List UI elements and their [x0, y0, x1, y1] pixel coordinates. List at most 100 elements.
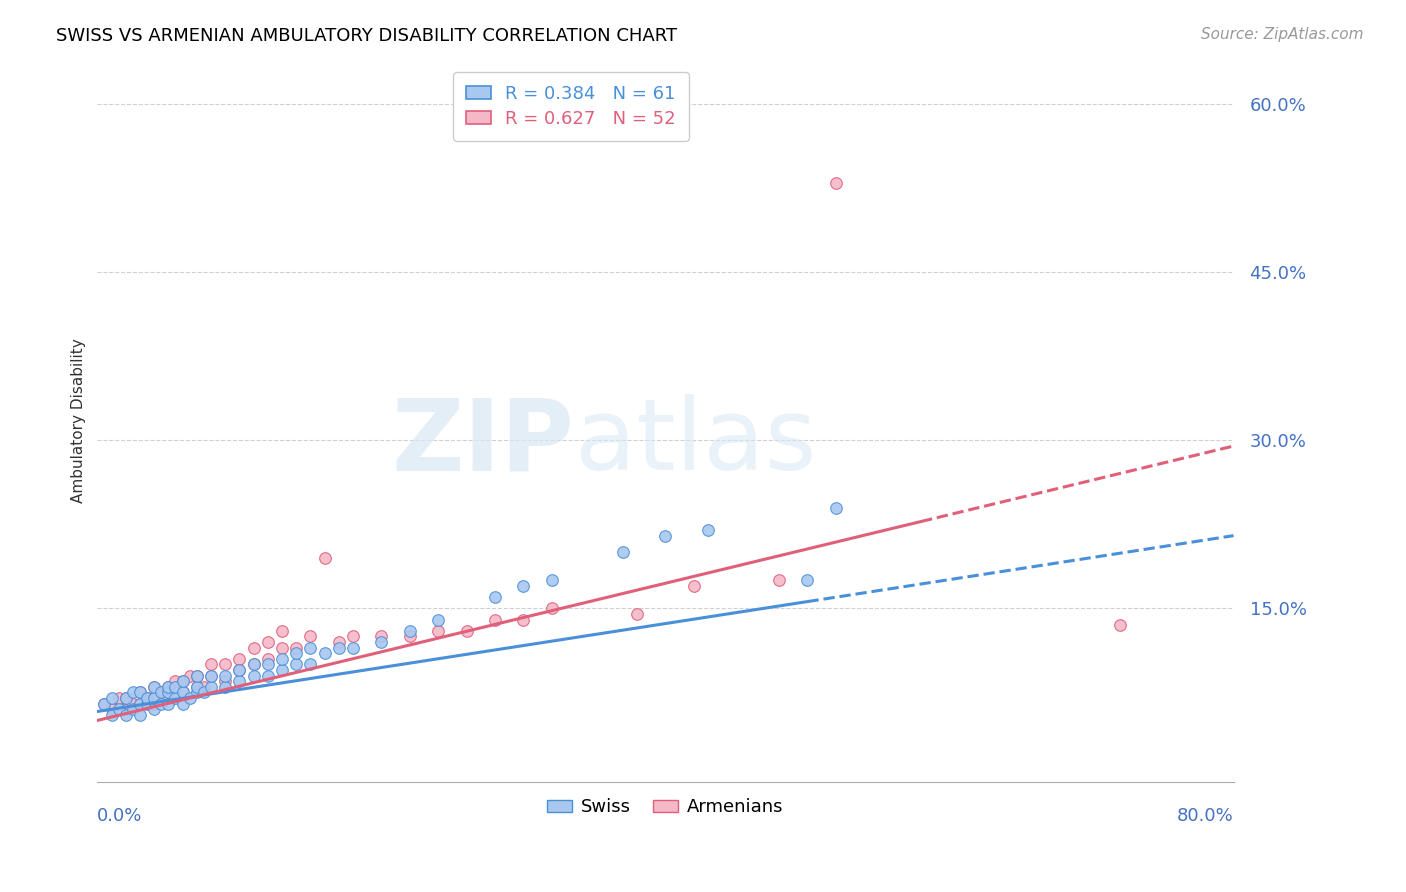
Point — [271, 624, 294, 638]
Point — [150, 685, 173, 699]
Point — [271, 652, 294, 666]
Point — [129, 697, 152, 711]
Point — [129, 685, 152, 699]
Point — [540, 601, 562, 615]
Point — [172, 685, 194, 699]
Point — [193, 685, 215, 699]
Point — [540, 574, 562, 588]
Point — [299, 657, 322, 672]
Point — [242, 640, 264, 655]
Point — [129, 697, 152, 711]
Point — [143, 691, 166, 706]
Point — [512, 613, 534, 627]
Point — [179, 668, 201, 682]
Point — [186, 668, 208, 682]
Point — [328, 635, 350, 649]
Point — [172, 697, 194, 711]
Point — [121, 697, 143, 711]
Point — [157, 680, 180, 694]
Point — [121, 685, 143, 699]
Point — [121, 702, 143, 716]
Point — [512, 579, 534, 593]
Point — [242, 657, 264, 672]
Point — [136, 691, 159, 706]
Point — [165, 674, 187, 689]
Point — [150, 685, 173, 699]
Text: atlas: atlas — [575, 394, 815, 491]
Point — [143, 691, 166, 706]
Point — [427, 613, 450, 627]
Point — [285, 657, 308, 672]
Point — [143, 680, 166, 694]
Point — [172, 674, 194, 689]
Point — [825, 500, 848, 515]
Point — [825, 176, 848, 190]
Point — [186, 680, 208, 694]
Point — [654, 528, 676, 542]
Point — [179, 691, 201, 706]
Point — [214, 668, 236, 682]
Point — [242, 657, 264, 672]
Point — [342, 640, 364, 655]
Point — [114, 707, 136, 722]
Point — [214, 657, 236, 672]
Text: 0.0%: 0.0% — [97, 806, 143, 825]
Point — [136, 697, 159, 711]
Point — [165, 691, 187, 706]
Text: ZIP: ZIP — [392, 394, 575, 491]
Point — [214, 680, 236, 694]
Point — [200, 680, 222, 694]
Point — [214, 674, 236, 689]
Point — [370, 635, 392, 649]
Point — [398, 624, 420, 638]
Point — [150, 697, 173, 711]
Point — [370, 630, 392, 644]
Point — [342, 630, 364, 644]
Point — [165, 680, 187, 694]
Legend: Swiss, Armenians: Swiss, Armenians — [540, 791, 792, 823]
Point — [186, 668, 208, 682]
Text: Source: ZipAtlas.com: Source: ZipAtlas.com — [1201, 27, 1364, 42]
Point — [314, 551, 336, 566]
Point — [682, 579, 704, 593]
Point — [626, 607, 648, 621]
Point — [299, 640, 322, 655]
Point — [256, 652, 278, 666]
Point — [157, 691, 180, 706]
Point — [228, 674, 250, 689]
Point — [143, 697, 166, 711]
Point — [228, 663, 250, 677]
Point — [697, 523, 720, 537]
Point — [271, 640, 294, 655]
Point — [314, 646, 336, 660]
Point — [129, 707, 152, 722]
Point — [114, 691, 136, 706]
Point — [200, 668, 222, 682]
Point — [768, 574, 790, 588]
Point — [100, 691, 122, 706]
Point — [93, 697, 115, 711]
Point — [93, 697, 115, 711]
Y-axis label: Ambulatory Disability: Ambulatory Disability — [72, 338, 86, 503]
Point — [427, 624, 450, 638]
Point — [612, 545, 634, 559]
Point — [398, 630, 420, 644]
Point — [186, 680, 208, 694]
Point — [172, 685, 194, 699]
Point — [484, 591, 506, 605]
Point — [129, 685, 152, 699]
Point — [100, 707, 122, 722]
Text: SWISS VS ARMENIAN AMBULATORY DISABILITY CORRELATION CHART: SWISS VS ARMENIAN AMBULATORY DISABILITY … — [56, 27, 678, 45]
Point — [285, 640, 308, 655]
Point — [172, 674, 194, 689]
Point — [200, 668, 222, 682]
Point — [200, 657, 222, 672]
Point — [242, 668, 264, 682]
Point — [271, 663, 294, 677]
Point — [1109, 618, 1132, 632]
Point — [143, 702, 166, 716]
Point — [193, 680, 215, 694]
Point — [456, 624, 478, 638]
Point — [228, 652, 250, 666]
Point — [143, 680, 166, 694]
